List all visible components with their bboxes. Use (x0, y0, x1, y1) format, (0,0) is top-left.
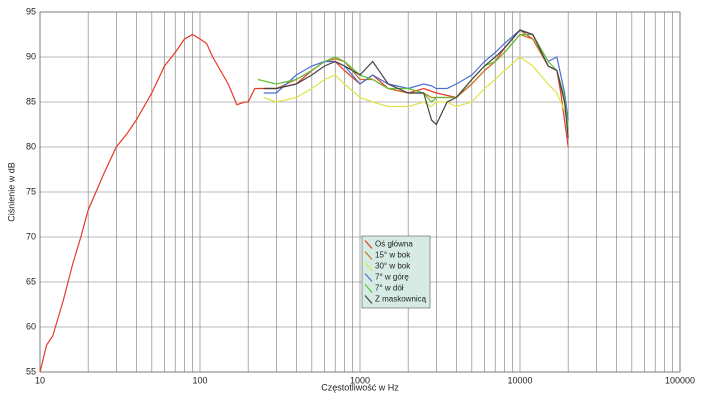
series-line (263, 56, 569, 125)
legend-swatch (364, 284, 373, 293)
legend-swatch (364, 240, 373, 249)
legend-label: 7° w górę (375, 273, 409, 282)
y-tick-label: 70 (26, 231, 36, 241)
x-tick-label: 10000 (507, 375, 532, 385)
y-axis-label: Ciśnienie w dB (6, 162, 16, 222)
y-tick-label: 65 (26, 276, 36, 286)
legend-swatch (364, 262, 373, 271)
legend-label: Z maskownicą (375, 295, 427, 304)
x-tick-label: 100 (192, 375, 207, 385)
y-tick-label: 60 (26, 321, 36, 331)
series-line (263, 29, 569, 139)
legend-label: Oś główna (375, 240, 413, 249)
legend-swatch (364, 251, 373, 260)
y-tick-label: 90 (26, 51, 36, 61)
legend-swatch (364, 273, 373, 282)
legend-box (361, 235, 431, 309)
y-tick-label: 95 (26, 6, 36, 16)
legend-label: 30° w bok (375, 262, 411, 271)
x-tick-label: 100000 (665, 375, 695, 385)
x-tick-label: 10 (35, 375, 45, 385)
series-line (257, 33, 569, 130)
y-tick-label: 80 (26, 141, 36, 151)
y-tick-label: 55 (26, 366, 36, 376)
legend-label: 7° w dół (375, 284, 404, 293)
legend: Oś główna 15° w bok 30° w bok 7° w górę 7° w… (361, 235, 431, 309)
x-axis-label: Częstotliwość w Hz (321, 382, 399, 392)
y-tick-label: 85 (26, 96, 36, 106)
legend-swatch (364, 295, 373, 304)
y-tick-label: 75 (26, 186, 36, 196)
legend-label: 15° w bok (375, 251, 411, 260)
x-tick-label: 1000 (350, 375, 370, 385)
